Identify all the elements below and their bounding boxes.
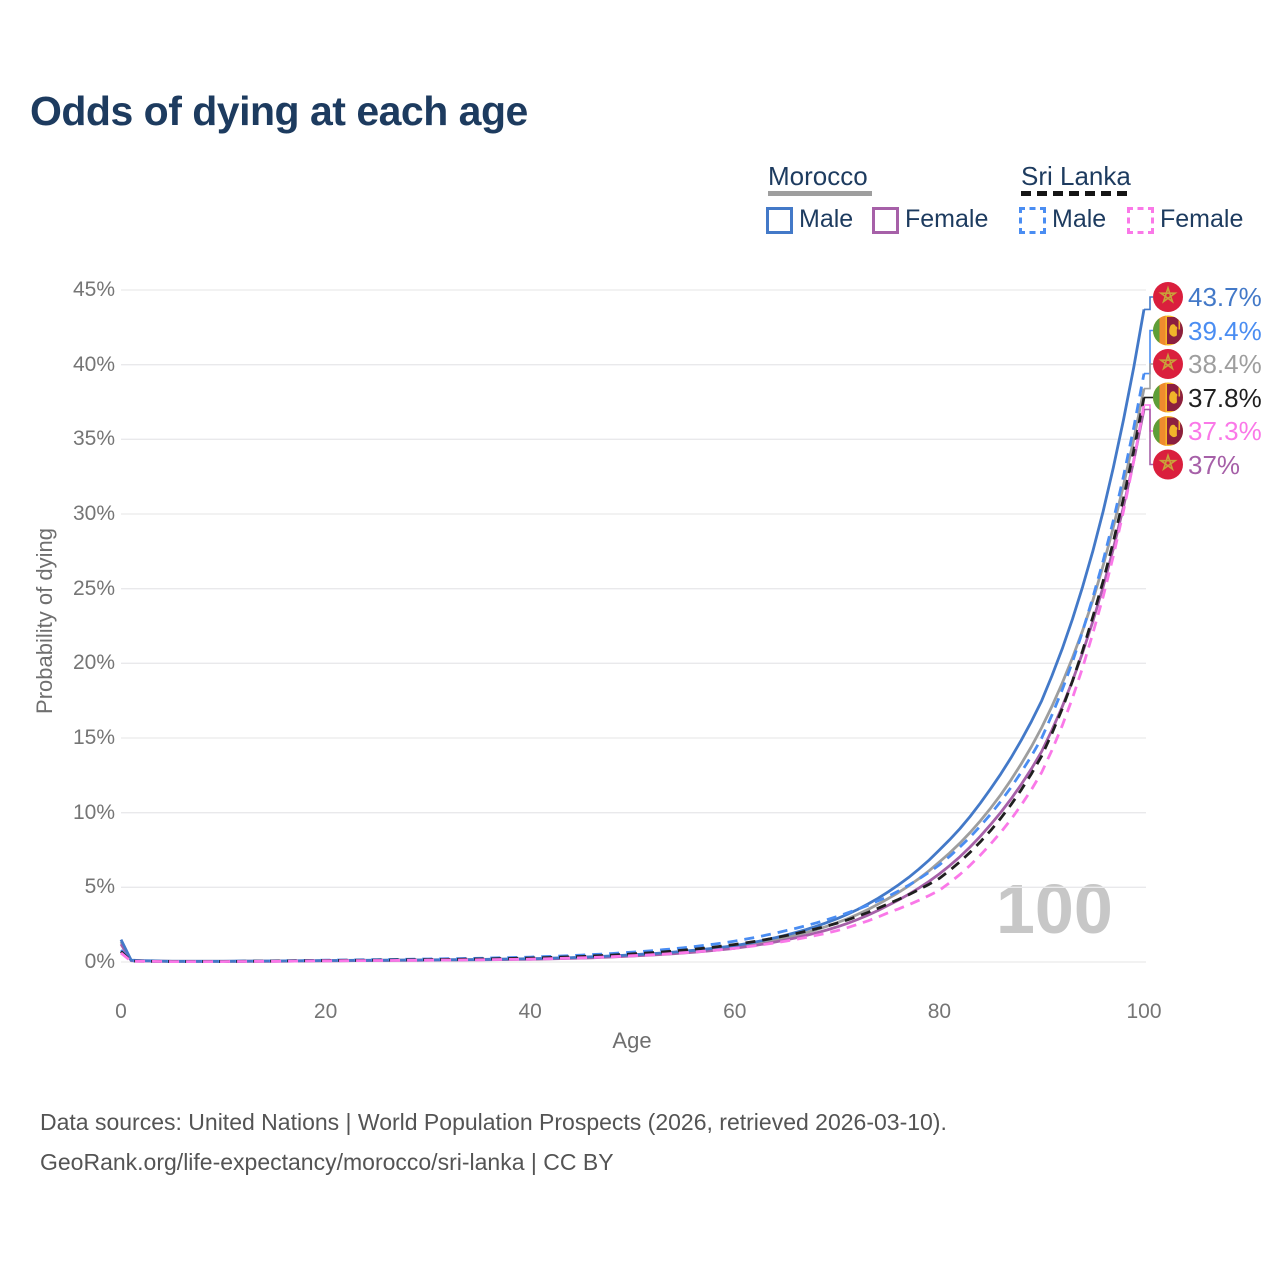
x-tick-label: 100 <box>1126 1000 1162 1023</box>
page-title: Odds of dying at each age <box>30 88 528 134</box>
y-tick-label: 45% <box>72 278 115 301</box>
series-line-morocco-male <box>119 309 1146 963</box>
x-tick-label: 0 <box>115 1000 127 1023</box>
y-tick-label: 35% <box>72 427 115 451</box>
legend-country-morocco: Morocco <box>768 161 868 191</box>
x-tick-label: 40 <box>518 1000 542 1023</box>
label-connector <box>1144 408 1153 466</box>
end-label-sri-lanka-male: 39.4% <box>1188 315 1262 346</box>
y-tick-label: 10% <box>72 800 115 824</box>
age-watermark: 100 <box>996 870 1113 948</box>
legend-label-sri-lanka-male[interactable]: Male <box>1052 205 1107 233</box>
y-tick-label: 30% <box>72 502 115 525</box>
data-source-text: Data sources: United Nations | World Pop… <box>40 1109 947 1135</box>
morocco-flag-icon <box>1153 349 1183 379</box>
sri-lanka-flag-icon <box>1153 383 1183 413</box>
y-tick-label: 20% <box>72 651 115 675</box>
end-label-morocco-both-sexes: 38.4% <box>1188 349 1262 379</box>
legend-label-morocco-male[interactable]: Male <box>799 205 854 233</box>
y-tick-label: 5% <box>84 875 115 899</box>
label-connector <box>1144 363 1153 390</box>
legend-checkbox-morocco-female[interactable] <box>872 207 899 234</box>
x-tick-label: 80 <box>927 1000 952 1023</box>
y-tick-label: 15% <box>72 726 115 749</box>
gridlines <box>121 289 1146 963</box>
x-axis-title: Age <box>612 1028 652 1053</box>
end-label-sri-lanka-both-sexes: 37.8% <box>1188 382 1262 413</box>
y-tick-label: 25% <box>72 576 115 600</box>
x-tick-label: 20 <box>313 1000 338 1023</box>
x-tick-label: 60 <box>723 1000 747 1023</box>
series-line-sri-lanka-male <box>119 373 1146 963</box>
series-line-sri-lanka-female <box>120 404 1146 963</box>
morocco-line-style-swatch <box>768 191 872 196</box>
y-tick-label: 40% <box>72 352 115 376</box>
legend-country-sri-lanka: Sri Lanka <box>1021 161 1131 191</box>
y-tick-label: 0% <box>84 950 115 973</box>
legend-label-morocco-female[interactable]: Female <box>905 205 989 233</box>
morocco-flag-icon <box>1153 282 1183 312</box>
series-line-sri-lanka-both-sexes <box>120 397 1146 963</box>
end-label-morocco-male: 43.7% <box>1188 282 1262 312</box>
label-connector <box>1144 329 1153 375</box>
morocco-flag-icon <box>1153 449 1183 480</box>
legend-checkbox-morocco-male[interactable] <box>766 207 793 234</box>
legend-checkbox-sri-lanka-female[interactable] <box>1127 207 1154 234</box>
legend-checkbox-sri-lanka-male[interactable] <box>1019 207 1046 234</box>
attribution-link-text[interactable]: GeoRank.org/life-expectancy/morocco/sri-… <box>40 1149 614 1175</box>
sri-lanka-line-style-swatch <box>1021 191 1127 196</box>
sri-lanka-flag-icon <box>1153 416 1183 446</box>
sri-lanka-flag-icon <box>1153 316 1183 346</box>
legend-label-sri-lanka-female[interactable]: Female <box>1160 205 1244 233</box>
end-label-morocco-female: 37% <box>1188 449 1241 480</box>
end-label-sri-lanka-female: 37.3% <box>1188 416 1262 446</box>
series-line-morocco-female <box>119 409 1146 963</box>
label-connector <box>1144 296 1153 311</box>
series-line-morocco-both-sexes <box>119 388 1146 963</box>
